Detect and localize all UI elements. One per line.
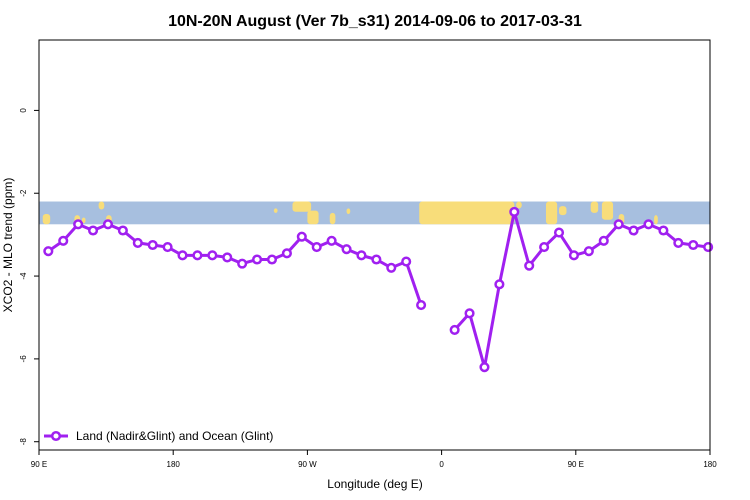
data-point	[583, 246, 594, 257]
data-point	[252, 254, 263, 265]
data-point	[222, 252, 233, 263]
map-land	[273, 208, 278, 213]
chart-title: 10N-20N August (Ver 7b_s31) 2014-09-06 t…	[168, 13, 582, 30]
y-tick-label: 0	[19, 108, 28, 113]
data-point	[296, 231, 307, 242]
data-point	[494, 279, 505, 290]
map-ocean	[39, 201, 710, 225]
map-land	[42, 214, 51, 225]
series-line	[47, 222, 423, 306]
x-tick-label: 0	[439, 460, 444, 469]
x-axis-ticks: 90 E 180 90 W 0 90 E 180	[31, 450, 717, 469]
data-point	[132, 237, 143, 248]
data-point	[479, 362, 490, 373]
map-land	[545, 201, 558, 225]
data-point	[147, 239, 158, 251]
map-land	[346, 208, 351, 215]
legend-marker	[50, 430, 62, 442]
data-point	[237, 258, 248, 269]
map-land	[419, 201, 515, 225]
data-point	[266, 254, 278, 265]
data-point	[658, 225, 669, 236]
data-point	[311, 242, 322, 253]
map-land	[559, 206, 567, 216]
data-point	[117, 225, 128, 236]
data-point	[703, 242, 714, 253]
y-tick-label: -4	[19, 272, 28, 280]
data-point	[371, 254, 382, 265]
data-point	[88, 225, 99, 236]
data-point	[177, 250, 188, 261]
data-point	[568, 250, 579, 261]
data-point	[43, 246, 54, 257]
y-tick-label: -2	[19, 189, 28, 197]
data-point	[401, 256, 412, 267]
data-point	[464, 308, 475, 319]
data-point	[673, 237, 684, 248]
y-tick-label: -8	[19, 438, 28, 446]
map-land	[654, 215, 658, 225]
x-tick-label: 180	[703, 460, 717, 469]
map-land	[81, 217, 86, 224]
data-point	[416, 300, 427, 311]
data-point	[207, 250, 218, 261]
data-point	[341, 244, 352, 255]
x-tick-label: 90 W	[298, 460, 317, 469]
x-axis-label: Longitude (deg E)	[327, 477, 422, 491]
x-tick-label: 90 E	[31, 460, 47, 469]
y-axis-ticks: 0 -2 -4 -6 -8	[19, 108, 39, 446]
legend-entry-label: Land (Nadir&Glint) and Ocean (Glint)	[76, 429, 273, 443]
data-point	[613, 219, 624, 230]
data-point	[524, 260, 535, 271]
data-point	[356, 250, 367, 261]
map-land	[307, 210, 319, 225]
data-point	[326, 235, 337, 246]
data-point	[598, 235, 609, 246]
data-point	[628, 225, 639, 236]
map-strip	[39, 201, 710, 225]
x-tick-label: 180	[167, 460, 181, 469]
data-point	[58, 235, 69, 246]
legend: Land (Nadir&Glint) and Ocean (Glint)	[44, 429, 273, 443]
y-axis-label: XCO2 - MLO trend (ppm)	[1, 178, 15, 313]
plot-frame	[38, 39, 711, 451]
data-point	[553, 227, 565, 238]
data-point	[102, 219, 114, 230]
y-tick-label: -6	[19, 355, 28, 363]
series-line	[453, 210, 709, 369]
data-point	[539, 242, 550, 253]
x-tick-label: 90 E	[568, 460, 584, 469]
data-point	[688, 239, 699, 251]
data-point	[509, 206, 520, 217]
map-land	[590, 201, 599, 213]
data-point	[162, 242, 173, 253]
data-point	[73, 219, 84, 230]
map-land	[516, 201, 522, 209]
map-land	[292, 201, 312, 212]
map-land	[329, 212, 336, 225]
map-land	[98, 201, 105, 210]
data-point	[386, 262, 397, 273]
series-layer	[43, 206, 714, 373]
map-land	[601, 201, 614, 220]
data-point	[192, 250, 203, 261]
data-point	[643, 219, 654, 230]
data-point	[449, 324, 460, 335]
data-point	[281, 248, 292, 259]
